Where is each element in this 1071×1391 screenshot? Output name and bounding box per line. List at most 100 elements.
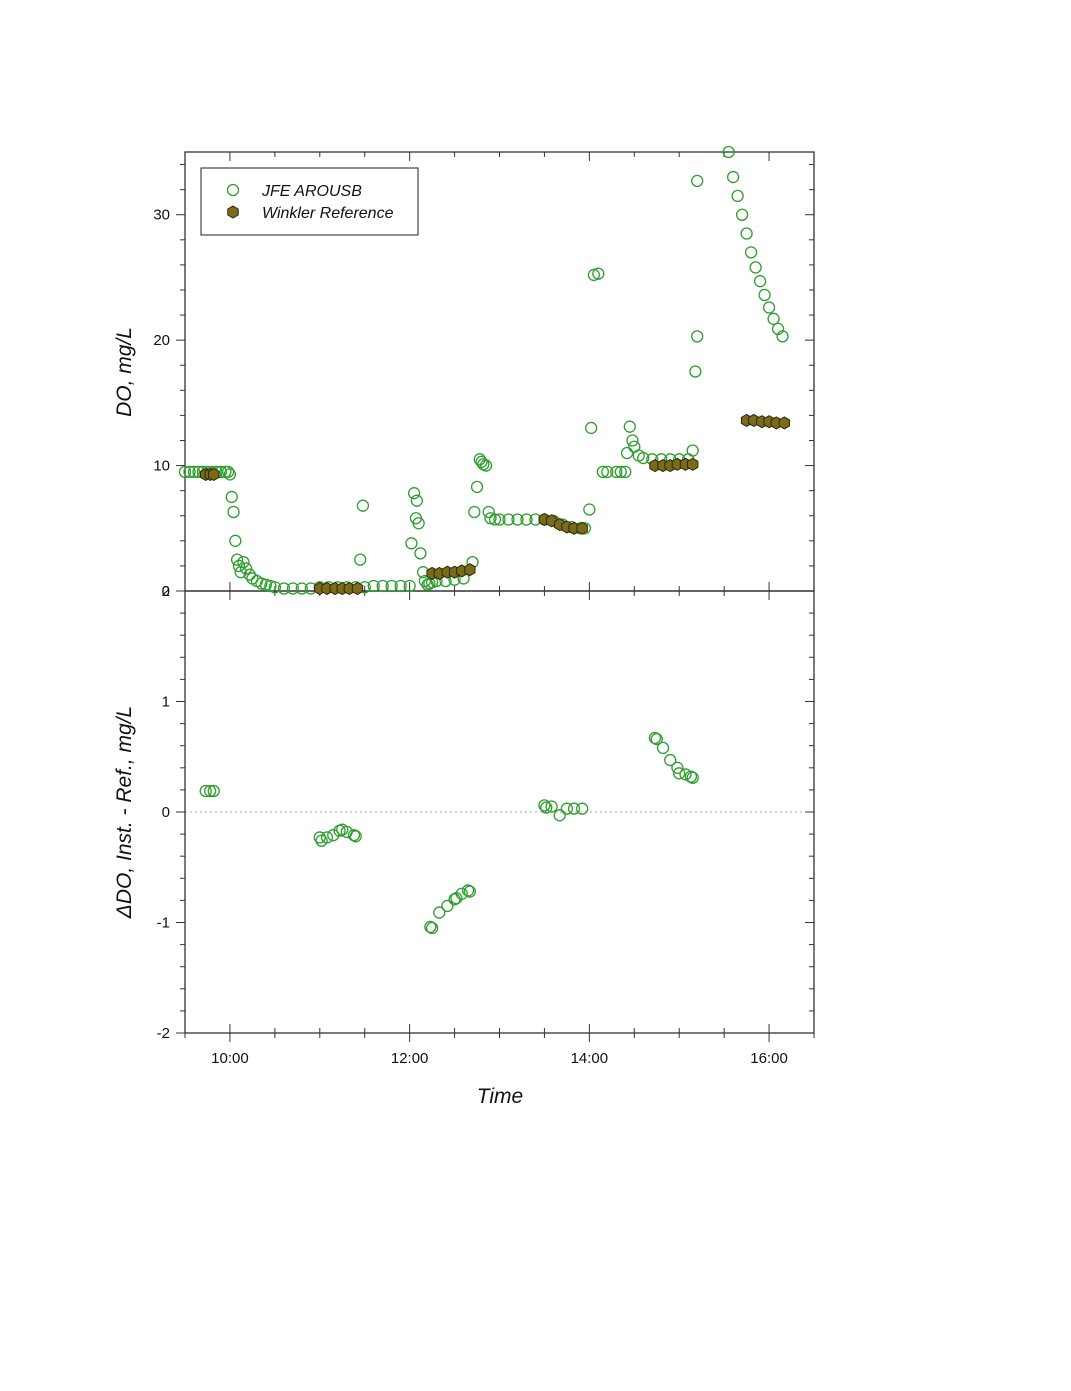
instrument-point xyxy=(488,513,502,526)
instrument-point xyxy=(412,517,425,530)
instrument-point xyxy=(626,434,639,447)
difference-point xyxy=(207,784,220,798)
difference-point xyxy=(545,800,558,813)
difference-point xyxy=(327,829,340,842)
instrument-point xyxy=(749,261,762,274)
difference-point xyxy=(576,802,589,815)
difference-point xyxy=(538,799,551,812)
instrument-point xyxy=(277,582,290,595)
instrument-point xyxy=(394,579,407,593)
instrument-point xyxy=(511,513,524,526)
difference-point xyxy=(650,732,663,746)
instrument-point xyxy=(232,559,246,573)
instrument-point xyxy=(183,465,196,478)
bottom-panel-frame xyxy=(184,590,815,1034)
instrument-point xyxy=(619,465,632,478)
instrument-point xyxy=(762,301,776,314)
instrument-point xyxy=(470,480,484,494)
instrument-point xyxy=(268,581,282,594)
bottom-y-tick-label: 2 xyxy=(162,583,170,600)
instrument-point xyxy=(583,503,596,516)
bottom-y-tick-label: 0 xyxy=(162,804,170,821)
legend-marker-reference xyxy=(227,205,239,219)
difference-point xyxy=(463,885,476,898)
instrument-point xyxy=(776,330,789,343)
instrument-point xyxy=(468,505,481,519)
difference-point xyxy=(540,801,553,814)
top-y-tick-label: 10 xyxy=(153,458,170,475)
difference-point xyxy=(648,731,662,745)
reference-point xyxy=(576,521,588,535)
legend-marker-instrument xyxy=(226,183,240,197)
difference-point xyxy=(656,741,670,755)
instrument-point xyxy=(367,579,380,593)
instrument-point xyxy=(230,553,244,566)
difference-point xyxy=(425,921,439,935)
top-y-tick-label: 30 xyxy=(153,207,170,224)
instrument-point xyxy=(758,288,771,302)
instrument-point xyxy=(243,568,256,581)
instrument-point xyxy=(223,468,237,481)
instrument-point xyxy=(403,579,416,593)
difference-point xyxy=(349,830,362,843)
top-y-axis-title: DO, mg/L xyxy=(113,327,136,417)
instrument-point xyxy=(414,547,427,560)
reference-point xyxy=(351,581,364,596)
difference-point xyxy=(204,784,217,798)
instrument-point xyxy=(356,499,370,512)
instrument-point xyxy=(740,227,753,240)
instrument-point xyxy=(689,365,702,378)
instrument-point xyxy=(767,312,780,325)
instrument-point xyxy=(610,465,623,478)
difference-point xyxy=(673,767,686,780)
x-tick-label: 16:00 xyxy=(750,1050,788,1067)
instrument-point xyxy=(744,246,758,259)
legend-label-instrument: JFE AROUSB xyxy=(261,183,362,200)
instrument-point xyxy=(753,275,767,288)
difference-point xyxy=(679,768,692,781)
instrument-point xyxy=(255,577,268,590)
marks-layer xyxy=(178,145,790,935)
difference-point xyxy=(320,831,334,844)
instrument-point xyxy=(592,267,605,280)
difference-point xyxy=(199,784,212,798)
instrument-point xyxy=(376,579,389,593)
instrument-point xyxy=(479,459,493,472)
difference-point xyxy=(567,802,581,815)
bottom-y-tick-label: -2 xyxy=(157,1025,170,1042)
instrument-point xyxy=(520,513,533,526)
instrument-point xyxy=(691,174,704,187)
instrument-point xyxy=(726,170,740,184)
difference-point xyxy=(347,829,361,842)
instrument-point xyxy=(405,537,418,550)
instrument-point xyxy=(475,455,488,468)
top-y-tick-label: 20 xyxy=(153,332,170,349)
difference-point xyxy=(686,771,699,784)
instrument-point xyxy=(187,465,201,478)
x-axis-title: Time xyxy=(477,1085,523,1108)
instrument-point xyxy=(264,579,277,593)
instrument-point xyxy=(731,189,744,203)
instrument-point xyxy=(286,582,299,595)
instrument-point xyxy=(484,512,497,525)
x-tick-label: 14:00 xyxy=(571,1050,609,1067)
instrument-point xyxy=(596,465,609,478)
x-tick-label: 12:00 xyxy=(391,1050,429,1067)
instrument-point xyxy=(620,446,634,460)
bottom-y-tick-label: -1 xyxy=(157,915,170,932)
axes-layer: 0 10 20 30 10:00 12:00 14:00 16:00 -2 -1 0 1 2 xyxy=(153,151,815,1067)
instrument-point xyxy=(178,465,192,478)
bottom-y-axis-title: ΔDO, Inst. - Ref., mg/L xyxy=(113,706,136,919)
legend-box xyxy=(200,167,419,236)
instrument-point xyxy=(221,465,235,478)
instrument-point xyxy=(614,465,627,478)
instrument-point xyxy=(691,330,704,343)
instrument-point xyxy=(722,145,735,159)
instrument-point xyxy=(493,513,506,526)
instrument-point xyxy=(502,513,515,526)
instrument-point xyxy=(735,208,749,221)
reference-point xyxy=(687,457,699,471)
instrument-point xyxy=(410,494,423,507)
